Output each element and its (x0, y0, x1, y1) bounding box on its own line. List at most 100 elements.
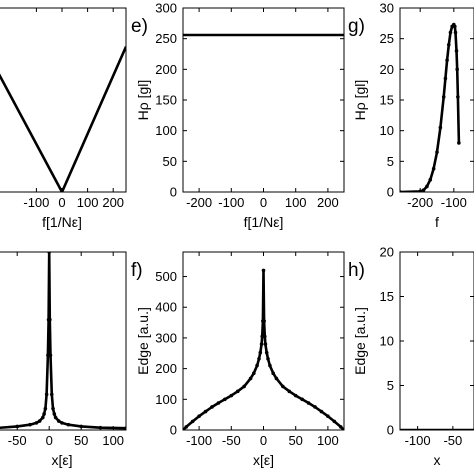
data-point (43, 406, 48, 411)
x-tick-label: -100 (23, 195, 49, 210)
data-point (235, 389, 240, 394)
x-tick-label: 100 (102, 433, 124, 448)
data-point (446, 43, 451, 47)
data-point (287, 389, 292, 394)
data-point (457, 141, 461, 145)
data-point (98, 425, 103, 430)
data-point (332, 419, 337, 424)
data-point (242, 384, 246, 389)
panel-h: -100 -50 0 5 10 15 20 x Edge [a.u.] h) (348, 245, 474, 468)
data-point (453, 30, 458, 35)
data-point (441, 95, 446, 99)
panel-d: -100 0 100 200 f[1/Nε] (0, 7, 127, 230)
data-point (79, 424, 83, 429)
data-point (257, 357, 261, 361)
data-point (15, 424, 19, 429)
y-tick-label: 250 (155, 31, 177, 46)
data-point (210, 405, 214, 409)
data-point (41, 415, 45, 420)
x-tick-label: 0 (260, 195, 267, 210)
plot-frame (0, 7, 127, 193)
y-tick-label: 100 (155, 392, 177, 407)
data-point (46, 353, 50, 358)
data-point (274, 376, 279, 381)
data-point (216, 401, 221, 405)
x-tick-label: 50 (74, 433, 88, 448)
y-tick-label: 0 (387, 185, 394, 200)
x-tick-label: 0 (58, 195, 65, 210)
x-tick-label: -50 (222, 433, 241, 448)
y-tick-label: 200 (155, 361, 177, 376)
data-point (262, 334, 267, 339)
data-point (425, 184, 429, 189)
x-tick-label: -100 (441, 195, 467, 210)
data-point (48, 317, 52, 322)
data-point (51, 406, 55, 411)
data-point (268, 363, 272, 368)
data-point (248, 376, 253, 381)
x-tick-label: -50 (443, 433, 462, 448)
y-tick-label: 10 (380, 123, 394, 138)
data-point (326, 414, 330, 418)
data-point (203, 409, 208, 414)
x-tick-label: -100 (218, 195, 244, 210)
data-point (271, 371, 275, 376)
plot-area (0, 252, 126, 430)
x-tick-label: 200 (317, 195, 339, 210)
y-tick-label: 15 (380, 93, 394, 108)
y-tick-label: 25 (380, 31, 394, 46)
x-axis-label: x[ε] (253, 452, 274, 468)
data-point (37, 419, 42, 423)
series-line (0, 46, 126, 192)
plot-area (400, 22, 461, 192)
y-axis-label: Hρ [gl] (352, 80, 368, 121)
y-tick-label: 300 (155, 330, 177, 345)
panel-c: -50 0 50 100 x[ε] (0, 251, 127, 468)
plot-frame (399, 251, 474, 431)
data-point (66, 422, 71, 427)
y-tick-label: 100 (155, 123, 177, 138)
y-tick-label: 50 (163, 154, 177, 169)
panel-letter: f) (131, 260, 143, 281)
x-tick-label: 100 (77, 195, 99, 210)
y-tick-label: 150 (155, 93, 177, 108)
data-point (448, 30, 453, 35)
panel-letter: h) (348, 260, 365, 281)
data-point (197, 414, 201, 418)
series-line (183, 269, 344, 430)
x-axis-label: f (435, 214, 439, 230)
x-tick-label: 200 (102, 195, 124, 210)
data-point (259, 342, 264, 346)
plot-area (183, 268, 344, 430)
data-point (60, 421, 64, 425)
y-tick-label: 400 (155, 300, 177, 315)
panel-f: -100 -50 0 50 100 0 100 200 300 400 500 x[ε] Edge [a… (131, 251, 345, 468)
data-point (454, 49, 459, 53)
data-point (313, 405, 317, 409)
x-tick-label: 0 (46, 433, 53, 448)
data-point (306, 401, 311, 405)
y-tick-label: 20 (380, 62, 394, 77)
plot-area (0, 46, 126, 192)
data-point (47, 252, 51, 254)
data-point (184, 425, 189, 429)
y-tick-label: 5 (387, 154, 394, 169)
x-tick-label: -100 (186, 433, 212, 448)
plot-frame (399, 7, 474, 193)
data-point (28, 422, 32, 427)
data-point (34, 421, 39, 425)
data-point (264, 350, 269, 355)
data-point (44, 392, 49, 397)
data-point (438, 125, 443, 130)
y-tick-label: 300 (155, 1, 177, 16)
x-tick-label: 100 (285, 195, 307, 210)
data-point (319, 409, 324, 414)
y-axis-label: Edge [a.u.] (135, 307, 151, 375)
panel-g: -200 -100 0 5 10 15 20 25 30 f Hρ [gl] g) (348, 1, 474, 230)
data-point (418, 189, 422, 192)
data-point (455, 67, 459, 72)
data-point (421, 188, 426, 192)
x-axis-label: x (434, 452, 441, 468)
data-point (124, 426, 126, 430)
